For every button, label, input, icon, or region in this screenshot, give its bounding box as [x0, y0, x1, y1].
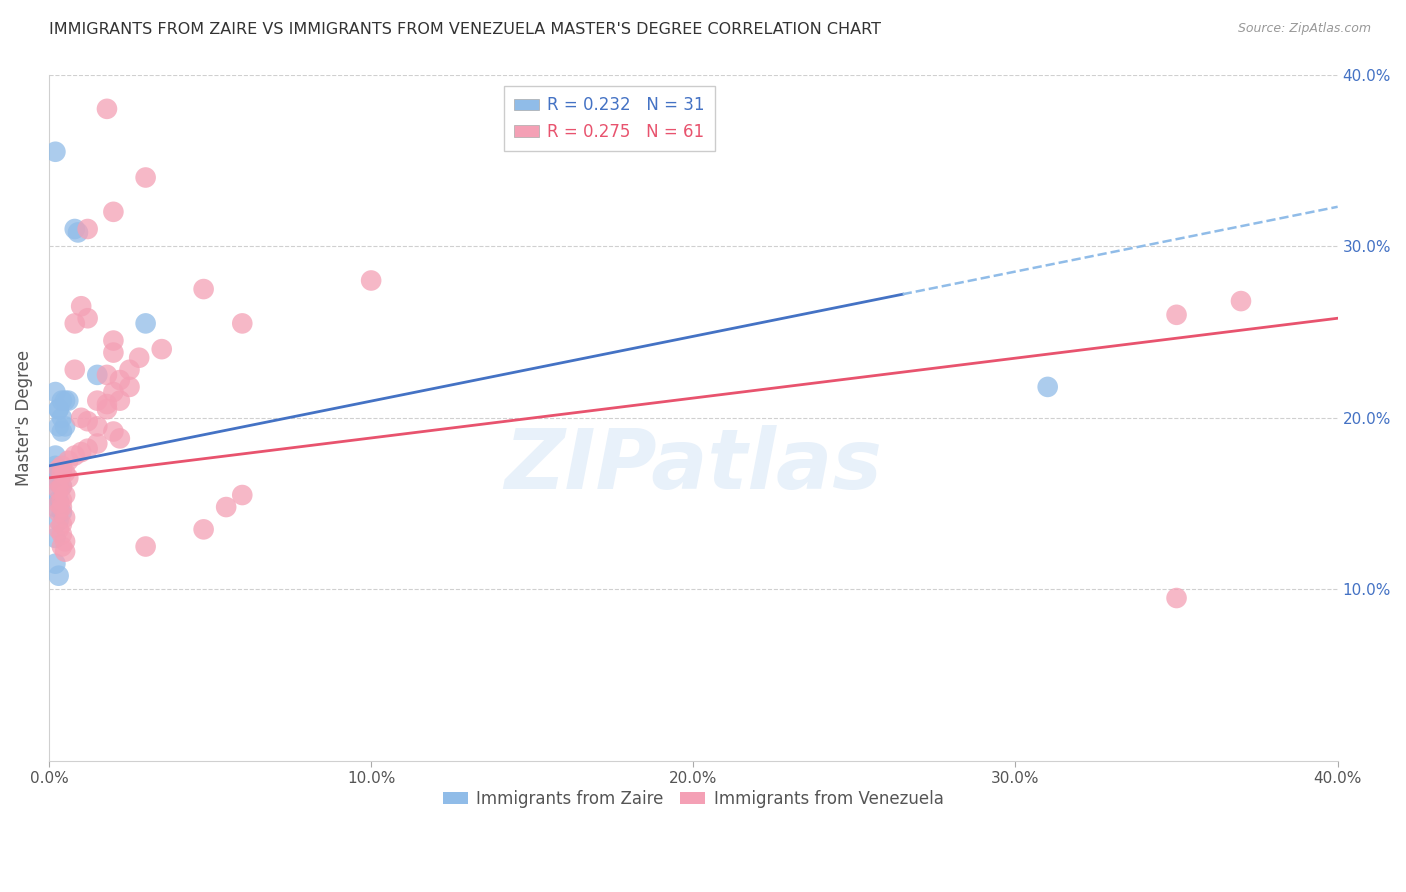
- Point: [44, 488, 66, 502]
- Point: [1230, 294, 1253, 309]
- Point: [96, 397, 118, 411]
- Point: [51, 517, 73, 532]
- Point: [193, 282, 215, 296]
- Point: [48, 493, 70, 508]
- Point: [51, 493, 73, 508]
- Point: [44, 471, 66, 485]
- Point: [48, 462, 70, 476]
- Point: [48, 419, 70, 434]
- Point: [51, 425, 73, 439]
- Point: [51, 393, 73, 408]
- Point: [118, 380, 141, 394]
- Point: [1166, 308, 1188, 322]
- Point: [360, 273, 382, 287]
- Point: [63, 449, 86, 463]
- Point: [70, 299, 93, 313]
- Point: [103, 334, 125, 348]
- Point: [96, 402, 118, 417]
- Point: [76, 442, 98, 456]
- Point: [51, 500, 73, 514]
- Point: [48, 402, 70, 417]
- Text: ZIPatlas: ZIPatlas: [505, 425, 882, 507]
- Point: [53, 393, 76, 408]
- Point: [51, 466, 73, 480]
- Point: [135, 540, 157, 554]
- Point: [76, 414, 98, 428]
- Point: [86, 419, 108, 434]
- Point: [58, 471, 80, 485]
- Y-axis label: Master's Degree: Master's Degree: [15, 350, 32, 486]
- Point: [48, 514, 70, 528]
- Point: [48, 466, 70, 480]
- Point: [48, 476, 70, 491]
- Point: [70, 445, 93, 459]
- Point: [135, 170, 157, 185]
- Point: [76, 222, 98, 236]
- Point: [53, 510, 76, 524]
- Point: [44, 385, 66, 400]
- Point: [103, 345, 125, 359]
- Point: [63, 222, 86, 236]
- Point: [1166, 591, 1188, 605]
- Point: [51, 540, 73, 554]
- Point: [48, 497, 70, 511]
- Point: [108, 393, 131, 408]
- Point: [63, 363, 86, 377]
- Point: [103, 204, 125, 219]
- Point: [231, 317, 253, 331]
- Point: [53, 544, 76, 558]
- Point: [51, 479, 73, 493]
- Point: [66, 226, 89, 240]
- Point: [103, 425, 125, 439]
- Point: [150, 342, 173, 356]
- Text: IMMIGRANTS FROM ZAIRE VS IMMIGRANTS FROM VENEZUELA MASTER'S DEGREE CORRELATION C: IMMIGRANTS FROM ZAIRE VS IMMIGRANTS FROM…: [49, 22, 882, 37]
- Point: [118, 363, 141, 377]
- Point: [108, 373, 131, 387]
- Point: [48, 568, 70, 582]
- Point: [44, 458, 66, 473]
- Point: [86, 393, 108, 408]
- Point: [44, 557, 66, 571]
- Point: [51, 505, 73, 519]
- Point: [108, 431, 131, 445]
- Point: [44, 449, 66, 463]
- Point: [44, 145, 66, 159]
- Point: [76, 311, 98, 326]
- Point: [53, 466, 76, 480]
- Point: [53, 488, 76, 502]
- Point: [128, 351, 150, 365]
- Point: [86, 368, 108, 382]
- Point: [44, 500, 66, 514]
- Point: [135, 317, 157, 331]
- Point: [193, 522, 215, 536]
- Point: [215, 500, 238, 514]
- Legend: Immigrants from Zaire, Immigrants from Venezuela: Immigrants from Zaire, Immigrants from V…: [436, 783, 950, 814]
- Point: [48, 522, 70, 536]
- Point: [51, 466, 73, 480]
- Point: [58, 393, 80, 408]
- Point: [96, 102, 118, 116]
- Point: [48, 505, 70, 519]
- Point: [51, 410, 73, 425]
- Point: [63, 317, 86, 331]
- Point: [51, 479, 73, 493]
- Point: [1036, 380, 1059, 394]
- Point: [53, 534, 76, 549]
- Point: [44, 531, 66, 545]
- Text: Source: ZipAtlas.com: Source: ZipAtlas.com: [1237, 22, 1371, 36]
- Point: [70, 410, 93, 425]
- Point: [51, 527, 73, 541]
- Point: [48, 402, 70, 417]
- Point: [231, 488, 253, 502]
- Point: [53, 419, 76, 434]
- Point: [48, 483, 70, 497]
- Point: [51, 458, 73, 473]
- Point: [103, 385, 125, 400]
- Point: [58, 453, 80, 467]
- Point: [86, 436, 108, 450]
- Point: [96, 368, 118, 382]
- Point: [48, 476, 70, 491]
